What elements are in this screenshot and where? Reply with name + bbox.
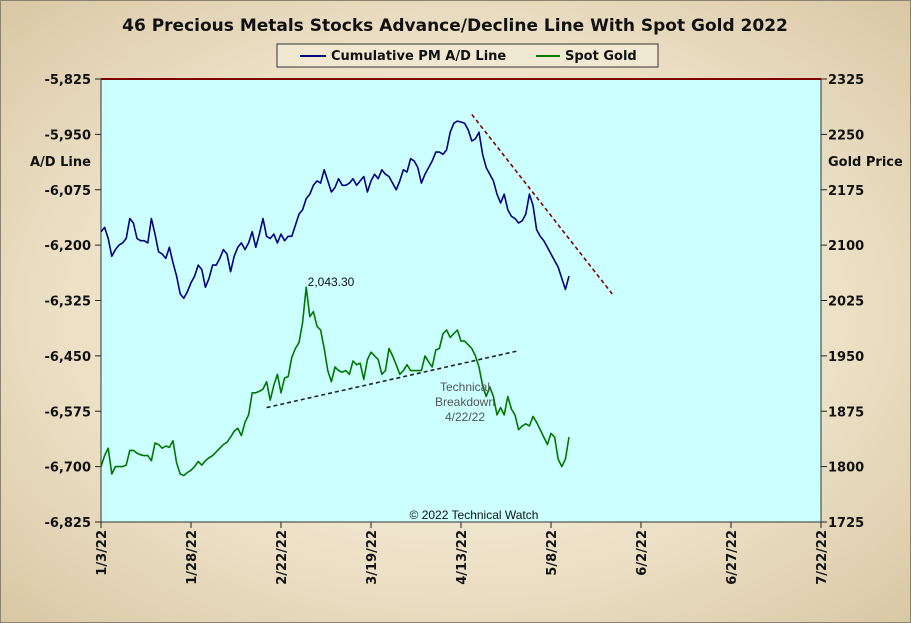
peak-label: 2,043.30	[308, 275, 355, 289]
trendline-layer	[266, 113, 613, 409]
x-tick-label: 6/27/22	[725, 530, 740, 585]
x-tick-label: 2/22/22	[275, 530, 290, 585]
x-ticks: 1/3/22 1/28/22 2/22/22 3/19/22 4/13/22 5/8/22…	[95, 522, 830, 585]
chart-title: 46 Precious Metals Stocks Advance/Declin…	[122, 16, 788, 36]
y-right-tick-label: 1725	[828, 516, 864, 531]
y-left-tick-label: -6,075	[44, 184, 91, 199]
y-left-tick-label: -6,450	[44, 350, 91, 365]
x-tick-label: 1/28/22	[185, 530, 200, 585]
y-right-tick-label: 2250	[828, 128, 864, 143]
x-tick-label: 7/22/22	[815, 530, 830, 585]
y-right-tick-label: 1950	[828, 350, 864, 365]
legend-label-ad-line: Cumulative PM A/D Line	[331, 49, 506, 64]
series-layer	[100, 120, 570, 477]
breakdown-label-line2: Breakdown	[435, 395, 495, 409]
y-left-tick-label: -5,950	[44, 128, 91, 143]
legend-label-spot-gold: Spot Gold	[565, 49, 637, 64]
y-right-tick-label: 2100	[828, 239, 864, 254]
gold-breakdown-trendline	[266, 349, 519, 409]
y-left-ticks: -5,825 -5,950 -6,075 -6,200 -6,325 -6,450 -6,5…	[44, 73, 101, 531]
copyright-label: © 2022 Technical Watch	[410, 508, 539, 522]
breakdown-date-label: 4/22/22	[445, 410, 485, 424]
y-left-axis-title: A/D Line	[30, 155, 91, 170]
y-left-tick-label: -6,575	[44, 405, 91, 420]
y-left-tick-label: -6,325	[44, 295, 91, 310]
x-tick-label: 6/2/22	[635, 530, 650, 576]
y-right-tick-label: 1875	[828, 405, 864, 420]
ad-downtrend-line	[471, 113, 613, 295]
y-left-tick-label: -6,200	[44, 239, 91, 254]
y-right-tick-label: 2325	[828, 73, 864, 88]
y-left-tick-label: -6,825	[44, 516, 91, 531]
y-right-ticks: 2325 2250 2175 2100 2025 1950 1875 1800 1725	[821, 73, 864, 531]
x-tick-label: 5/8/22	[545, 530, 560, 576]
x-tick-label: 4/13/22	[455, 530, 470, 585]
y-left-tick-label: -6,700	[44, 461, 91, 476]
ad-line-series	[100, 120, 570, 300]
legend-box	[276, 43, 659, 68]
x-tick-label: 1/3/22	[95, 530, 110, 576]
y-right-tick-label: 1800	[828, 461, 864, 476]
breakdown-label-line1: Technical	[440, 380, 490, 394]
y-left-tick-label: -5,825	[44, 73, 91, 88]
x-tick-label: 3/19/22	[365, 530, 380, 585]
plot-area	[100, 78, 822, 523]
legend: Cumulative PM A/D Line Spot Gold	[276, 43, 659, 68]
spot-gold-series	[100, 286, 570, 477]
y-right-tick-label: 2025	[828, 295, 864, 310]
y-right-tick-label: 2175	[828, 184, 864, 199]
y-right-axis-title: Gold Price	[828, 155, 903, 170]
